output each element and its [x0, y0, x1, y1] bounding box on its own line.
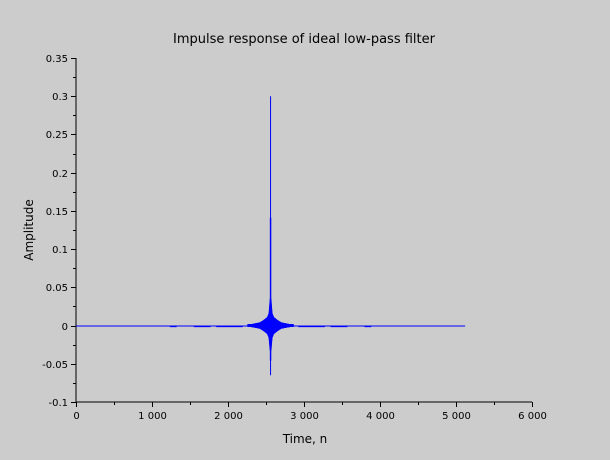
series-ripple	[169, 325, 177, 328]
series-ripple	[330, 325, 348, 328]
x-tick-label: 6 000	[518, 411, 547, 422]
y-tick-label: 0.35	[46, 54, 68, 65]
chart-title: Impulse response of ideal low-pass filte…	[173, 32, 436, 47]
series-ripple	[193, 325, 211, 328]
series-ripple	[216, 325, 243, 328]
series-layer	[76, 96, 466, 376]
x-tick-label: 1 000	[138, 411, 167, 422]
y-tick-label: 0.15	[46, 207, 68, 218]
y-tick-label: 0.2	[52, 169, 68, 180]
x-tick-label: 5 000	[442, 411, 471, 422]
x-axis-label: Time, n	[282, 432, 328, 446]
y-axis-label: Amplitude	[22, 199, 36, 261]
y-tick-label: 0.25	[46, 130, 68, 141]
x-tick-label: 3 000	[290, 411, 319, 422]
y-tick-label: 0.1	[52, 245, 68, 256]
x-tick-label: 0	[73, 411, 79, 422]
series-ripple	[364, 325, 372, 328]
y-tick-label: -0.1	[48, 398, 68, 409]
y-tick-label: -0.05	[42, 360, 68, 371]
y-tick-label: 0.3	[52, 92, 68, 103]
y-tick-label: 0	[62, 322, 68, 333]
axes-layer: 0 1 000 2 000 3 000 4 000 5 000 6 000 -0.1 -0.05…	[42, 54, 547, 422]
y-tick-label: 0.05	[46, 283, 68, 294]
x-tick-label: 2 000	[214, 411, 243, 422]
x-tick-label: 4 000	[366, 411, 395, 422]
series-ripple	[298, 325, 325, 328]
